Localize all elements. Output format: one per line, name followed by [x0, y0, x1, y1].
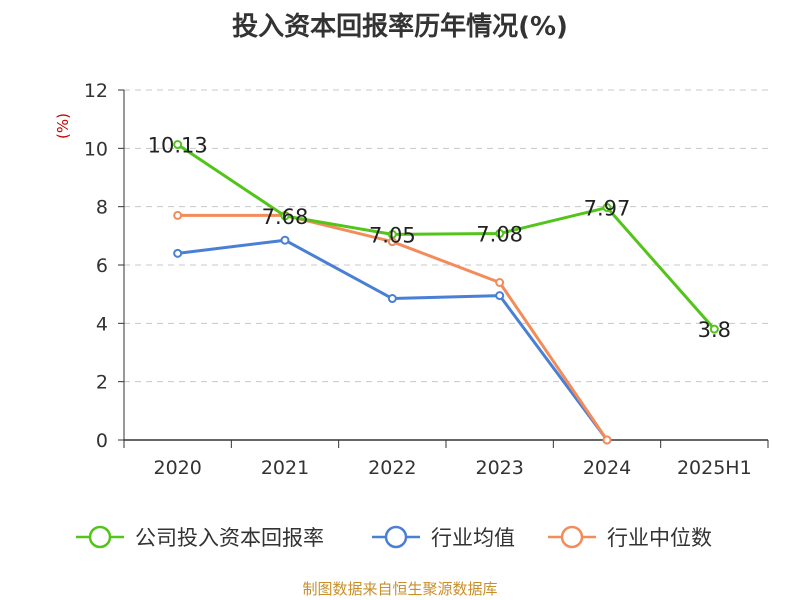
y-tick-label: 8 [96, 197, 108, 219]
legend-label: 行业中位数 [607, 526, 712, 550]
data-label: 3.8 [698, 318, 731, 342]
legend-swatch-marker [384, 525, 408, 549]
x-tick-label: 2024 [583, 457, 631, 479]
x-tick-label: 2023 [475, 457, 523, 479]
data-point [173, 140, 183, 150]
data-source-note: 制图数据来自恒生聚源数据库 [302, 580, 498, 598]
x-tick-label: 2021 [261, 457, 309, 479]
data-label: 7.08 [476, 223, 523, 247]
series-line-0 [176, 143, 716, 331]
y-tick-label: 2 [96, 372, 108, 394]
x-tick-label: 2025H1 [677, 457, 752, 479]
data-point [602, 435, 612, 445]
data-point [280, 211, 290, 221]
data-point [495, 291, 505, 301]
x-tick-label: 2022 [368, 457, 416, 479]
y-tick-label: 12 [84, 80, 108, 102]
x-tick-label: 2020 [153, 457, 201, 479]
data-point [173, 248, 183, 258]
data-label: 7.05 [369, 223, 416, 247]
data-label: 10.13 [148, 134, 208, 158]
y-tick-label: 0 [96, 430, 108, 452]
legend-label: 行业均值 [431, 526, 515, 550]
legend: 公司投入资本回报率 行业均值 行业中位数 [76, 525, 712, 550]
data-labels: 10.13 7.68 7.05 7.08 7.97 3.8 [148, 134, 731, 343]
legend-swatch-marker [560, 525, 584, 549]
series-lines [173, 140, 719, 445]
legend-label: 公司投入资本回报率 [135, 526, 324, 550]
y-tick-label: 6 [96, 255, 108, 277]
y-axis-label: (%) [54, 113, 72, 139]
data-point [280, 235, 290, 245]
chart-title: 投入资本回报率历年情况(%) [232, 12, 568, 42]
axes: 0 2 4 6 8 10 12 2020 2021 2022 2023 2024 2025H1 [84, 80, 769, 479]
series-line-1 [177, 238, 609, 441]
data-point [387, 294, 397, 304]
data-point [495, 229, 505, 238]
series-line-2 [177, 213, 609, 441]
data-point [709, 324, 719, 334]
y-tick-label: 10 [84, 138, 108, 160]
grid-lines [124, 89, 768, 383]
data-point [495, 278, 505, 287]
legend-swatch-marker [88, 525, 112, 549]
data-point [602, 203, 612, 213]
data-label: 7.68 [262, 205, 309, 229]
data-point [387, 229, 397, 239]
data-point [173, 210, 183, 220]
y-tick-label: 4 [96, 313, 108, 335]
data-label: 7.97 [584, 197, 631, 221]
